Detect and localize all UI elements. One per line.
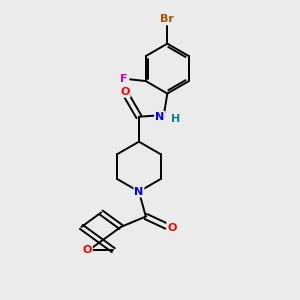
Text: O: O <box>120 87 130 97</box>
Text: N: N <box>155 112 164 122</box>
Text: O: O <box>167 223 176 233</box>
Text: O: O <box>82 245 92 255</box>
Text: N: N <box>134 187 143 196</box>
Text: H: H <box>171 114 181 124</box>
Text: F: F <box>121 74 128 84</box>
Text: Br: Br <box>160 14 174 24</box>
